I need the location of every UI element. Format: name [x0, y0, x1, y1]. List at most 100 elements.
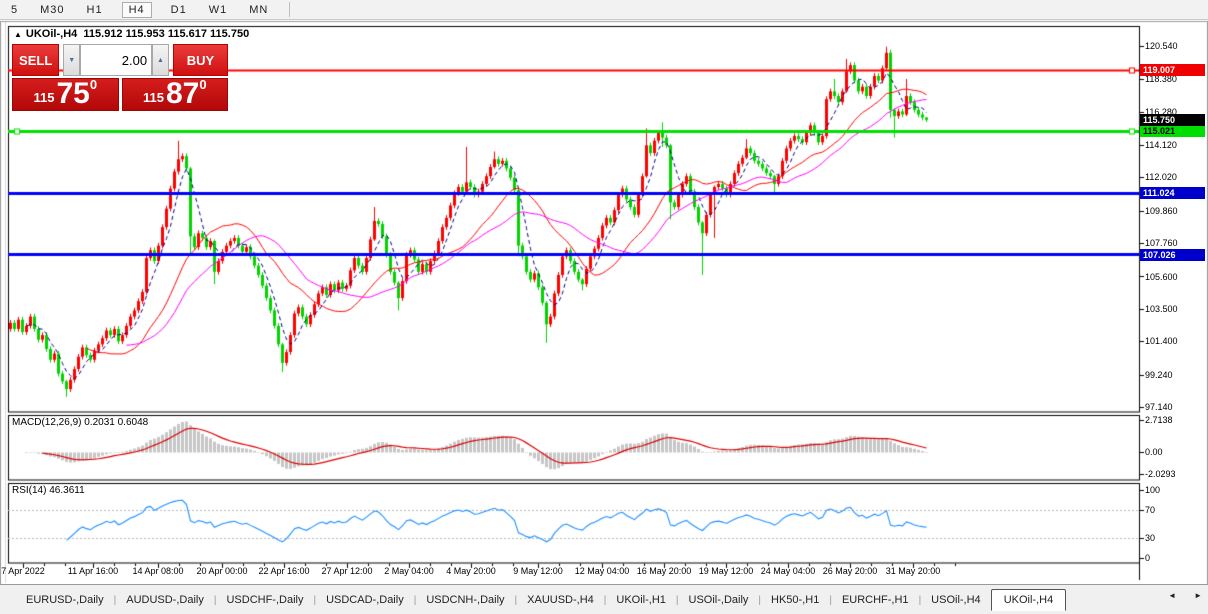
- chart-tab-usdcnh-daily[interactable]: USDCNH-,Daily: [426, 594, 505, 606]
- macd-axis-label: -2.0293: [1145, 469, 1176, 479]
- y-axis-tick-label: 105.600: [1145, 271, 1178, 282]
- y-axis-tick-label: 107.760: [1145, 238, 1178, 249]
- tab-separator: |: [758, 594, 762, 606]
- y-axis-tick-label: 112.020: [1145, 172, 1177, 183]
- tab-separator: |: [829, 594, 832, 606]
- x-axis-tick-label: 9 May 12:00: [513, 566, 563, 576]
- price-line-badge: 107.026: [1140, 248, 1205, 261]
- arrow-up-icon: ▲: [156, 56, 164, 64]
- macd-indicator-label: MACD(12,26,9) 0.2031 0.6048: [12, 417, 149, 428]
- y-axis-tick-label: 103.500: [1145, 303, 1178, 314]
- y-axis-tick-label: 101.400: [1145, 336, 1178, 347]
- tab-separator: |: [313, 594, 317, 606]
- tab-separator: |: [514, 594, 518, 606]
- rsi-axis-label: 30: [1145, 533, 1156, 543]
- chart-tab-eurchf-h1[interactable]: EURCHF-,H1: [841, 594, 909, 606]
- chart-symbol-period: UKOil-,H4: [25, 28, 78, 40]
- chart-tab-usdchf-daily[interactable]: USDCHF-,Daily: [226, 594, 304, 606]
- y-axis-tick-label: 109.860: [1145, 205, 1178, 216]
- trade-buttons-row: SELL ▼ ▲ BUY: [12, 44, 228, 76]
- chart-title: ▲ UKOil-,H4 115.912 115.953 115.617 115.7…: [14, 28, 249, 40]
- toolbar-separator: [289, 2, 291, 17]
- price-line-badge: 111.024: [1140, 186, 1205, 199]
- buy-price-prefix: 115: [142, 90, 164, 105]
- timeframe-button-d1[interactable]: D1: [170, 3, 187, 16]
- y-axis-tick-label: 120.540: [1145, 41, 1178, 51]
- sell-button[interactable]: SELL: [12, 44, 60, 76]
- chart-tab-eurusd-daily[interactable]: EURUSD-,Daily: [26, 594, 104, 606]
- timeframe-button-mn[interactable]: MN: [249, 3, 269, 16]
- sell-price-big: 75: [56, 77, 90, 110]
- macd-axis-label: 2.7138: [1145, 415, 1173, 425]
- y-axis-tick-label: 114.120: [1145, 140, 1177, 150]
- x-axis-tick-label: 14 Apr 08:00: [132, 566, 184, 576]
- x-axis-tick-label: 31 May 20:00: [885, 566, 941, 576]
- price-line-badge: 119.007: [1140, 63, 1205, 76]
- timeframe-button-5[interactable]: 5: [11, 3, 19, 16]
- macd-axis-label: 0.00: [1145, 447, 1163, 457]
- buy-price-sup: 0: [199, 77, 207, 92]
- x-axis-tick-label: 7 Apr 2022: [1, 566, 45, 576]
- rsi-axis-label: 0: [1145, 553, 1151, 563]
- chart-tab-usoil-h4[interactable]: USOil-,H4: [931, 594, 981, 606]
- x-axis-tick-label: 12 May 04:00: [574, 566, 630, 576]
- chart-tab-usdcad-daily[interactable]: USDCAD-,Daily: [326, 594, 404, 606]
- rsi-axis-label: 70: [1145, 505, 1156, 515]
- expand-triangle-icon[interactable]: ▲: [14, 30, 22, 39]
- sell-price-sup: 0: [89, 77, 98, 92]
- timeframe-button-m30[interactable]: M30: [40, 3, 65, 16]
- scroll-tabs-left-icon[interactable]: ◄: [1168, 591, 1177, 600]
- timeframe-button-w1[interactable]: W1: [208, 3, 228, 16]
- buy-price-quote[interactable]: 115 87 0: [121, 77, 228, 111]
- x-axis-tick-label: 27 Apr 12:00: [321, 566, 373, 576]
- chart-tab-xauusd-h4[interactable]: XAUUSD-,H4: [527, 594, 594, 606]
- sell-price-quote[interactable]: 115 75 0: [12, 78, 119, 111]
- timeframe-button-h1[interactable]: H1: [86, 3, 103, 16]
- chart-ohlc-values: 115.912 115.953 115.617 115.750: [83, 28, 250, 40]
- x-axis-tick-label: 26 May 20:00: [822, 566, 878, 576]
- chart-tab-ukoil-h4[interactable]: UKOil-,H4: [990, 589, 1067, 611]
- chart-tab-usoil-daily[interactable]: USOil-,Daily: [688, 594, 749, 606]
- current-price-badge: 115.750: [1140, 113, 1205, 126]
- x-axis-tick-label: 22 Apr 16:00: [258, 566, 310, 576]
- tab-scroll-nav: ◄ ►: [1168, 591, 1202, 600]
- timeframe-button-h4[interactable]: H4: [121, 1, 152, 18]
- volume-decrease-button[interactable]: ▼: [63, 44, 81, 76]
- tab-separator: |: [113, 594, 117, 606]
- trade-quotes-row: 115 75 0 115 87 0: [12, 78, 228, 111]
- one-click-trade-panel: SELL ▼ ▲ BUY 115 75 0 115 87 0: [12, 44, 228, 111]
- arrow-down-icon: ▼: [68, 56, 76, 64]
- y-axis-tick-label: 118.380: [1145, 74, 1177, 85]
- rsi-axis-label: 100: [1145, 485, 1161, 495]
- x-axis-tick-label: 20 Apr 00:00: [196, 566, 248, 576]
- chart-tabs: EURUSD-,Daily | AUDUSD-,Daily | USDCHF-,Dail…: [16, 589, 1067, 611]
- chart-tab-audusd-daily[interactable]: AUDUSD-,Daily: [126, 594, 204, 606]
- scroll-tabs-right-icon[interactable]: ►: [1194, 591, 1202, 600]
- chart-tab-bar: EURUSD-,Daily | AUDUSD-,Daily | USDCHF-,Dail…: [0, 584, 1208, 614]
- x-axis-tick-label: 19 May 12:00: [698, 566, 754, 576]
- y-axis-tick-label: 97.140: [1145, 402, 1173, 412]
- tab-separator: |: [603, 594, 607, 606]
- y-axis-tick-label: 116.280: [1145, 106, 1177, 117]
- y-axis-tick-label: 99.240: [1145, 369, 1173, 380]
- x-axis-tick-label: 11 Apr 16:00: [67, 566, 119, 576]
- tab-separator: |: [213, 594, 217, 606]
- chart-tab-ukoil-h1[interactable]: UKOil-,H1: [616, 594, 666, 606]
- timeframe-toolbar: 5 M30 H1 H4 D1 W1 MN: [0, 0, 1208, 20]
- sell-price-prefix: 115: [33, 90, 55, 105]
- x-axis-tick-label: 24 May 04:00: [760, 566, 816, 576]
- volume-input[interactable]: [80, 44, 153, 76]
- tab-separator: |: [675, 594, 679, 606]
- chart-tab-hk50-h1[interactable]: HK50-,H1: [771, 594, 820, 606]
- buy-price-big: 87: [165, 77, 200, 110]
- volume-increase-button[interactable]: ▲: [152, 44, 169, 76]
- rsi-indicator-label: RSI(14) 46.3611: [12, 485, 85, 496]
- tab-separator: |: [413, 594, 417, 606]
- x-axis-tick-label: 16 May 20:00: [636, 566, 692, 576]
- buy-button[interactable]: BUY: [172, 44, 228, 76]
- x-axis-tick-label: 4 May 20:00: [446, 566, 496, 576]
- tab-separator: |: [918, 594, 922, 606]
- x-axis-tick-label: 2 May 04:00: [384, 566, 434, 576]
- price-line-badge: 115.021: [1140, 125, 1205, 138]
